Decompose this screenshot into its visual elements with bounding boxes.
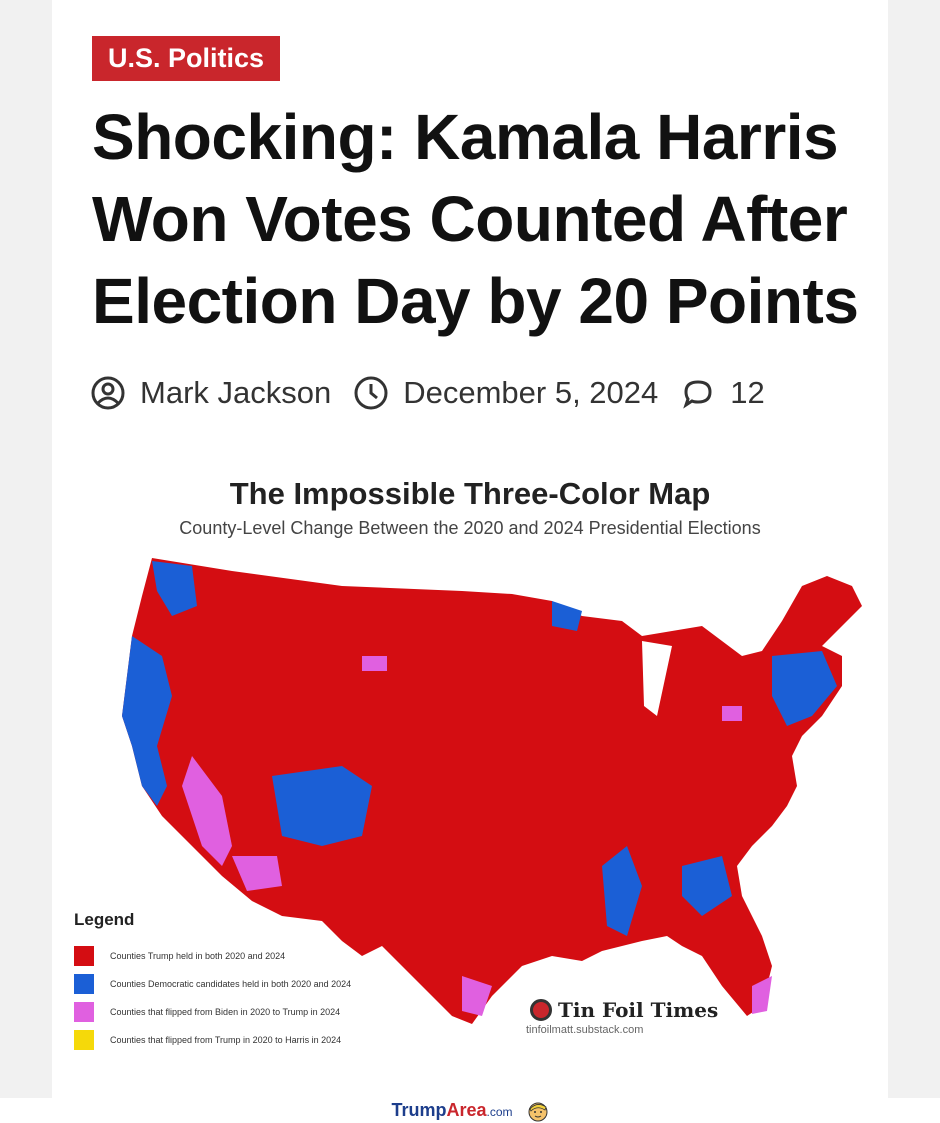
- comment-icon[interactable]: [680, 375, 716, 411]
- us-magenta-region-florida: [752, 976, 772, 1014]
- us-blue-region-pacific: [122, 636, 172, 806]
- us-magenta-region-east: [722, 706, 742, 721]
- legend-swatch-blue: [74, 974, 94, 994]
- lake-michigan: [642, 641, 672, 716]
- user-icon: [91, 376, 125, 410]
- site-logo-com: .com: [486, 1105, 513, 1119]
- brand-url[interactable]: tinfoilmatt.substack.com: [526, 1024, 644, 1036]
- tin-foil-times-logo-icon: [530, 999, 552, 1021]
- publish-date: December 5, 2024: [403, 375, 659, 410]
- us-blue-region-southeast: [682, 856, 732, 916]
- legend-item: Counties Trump held in both 2020 and 202…: [74, 942, 454, 970]
- us-blue-region-northeast: [772, 651, 837, 726]
- article-headline: Shocking: Kamala Harris Won Votes Counte…: [92, 101, 859, 337]
- us-blue-region-south: [602, 846, 642, 936]
- site-logo-area: Area: [446, 1100, 487, 1120]
- site-logo[interactable]: TrumpArea.com: [391, 1100, 512, 1121]
- legend-label: Counties Democratic candidates held in b…: [110, 979, 352, 989]
- us-blue-region-southwest: [272, 766, 372, 846]
- comment-count[interactable]: 12: [730, 375, 765, 410]
- us-blue-region-northwest: [152, 561, 197, 616]
- us-blue-region-great-lakes: [552, 601, 582, 631]
- article-meta: Mark Jackson December 5, 2024 12: [90, 372, 787, 414]
- article-card: U.S. Politics Shocking: Kamala Harris Wo…: [52, 0, 888, 1098]
- brand-name: Tin Foil Times: [530, 998, 718, 1022]
- us-magenta-region-texas: [462, 976, 492, 1016]
- legend-title: Legend: [74, 910, 135, 929]
- brand-name-text: Tin Foil Times: [558, 998, 719, 1022]
- us-magenta-region-california: [182, 756, 232, 866]
- legend-label: Counties that flipped from Trump in 2020…: [110, 1035, 342, 1045]
- site-logo-trump: Trump: [391, 1100, 447, 1120]
- legend-swatch-yellow: [74, 1030, 94, 1050]
- us-map-body: [122, 558, 862, 1024]
- legend-item: Counties that flipped from Trump in 2020…: [74, 1026, 454, 1054]
- map-figure: The Impossible Three-Color Map County-Le…: [52, 458, 888, 1058]
- legend-swatch-red: [74, 946, 94, 966]
- map-subtitle: County-Level Change Between the 2020 and…: [179, 518, 761, 538]
- site-footer: TrumpArea.com: [0, 1098, 940, 1123]
- author-name[interactable]: Mark Jackson: [140, 375, 332, 410]
- clock-icon: [354, 376, 388, 410]
- legend-item: Counties Democratic candidates held in b…: [74, 970, 454, 998]
- map-source-brand: Tin Foil Times tinfoilmatt.substack.com: [526, 998, 718, 1036]
- legend-label: Counties Trump held in both 2020 and 202…: [110, 951, 286, 961]
- legend-swatch-magenta: [74, 1002, 94, 1022]
- trump-face-icon: [528, 1102, 548, 1121]
- us-magenta-region-southwest: [232, 856, 282, 891]
- map-legend: Legend Counties Trump held in both 2020 …: [74, 910, 454, 1054]
- legend-label: Counties that flipped from Biden in 2020…: [110, 1007, 341, 1017]
- legend-item: Counties that flipped from Biden in 2020…: [74, 998, 454, 1026]
- us-county-map: [122, 558, 862, 1024]
- map-title: The Impossible Three-Color Map: [229, 476, 711, 511]
- us-magenta-region-north: [362, 656, 387, 671]
- category-badge[interactable]: U.S. Politics: [92, 36, 281, 81]
